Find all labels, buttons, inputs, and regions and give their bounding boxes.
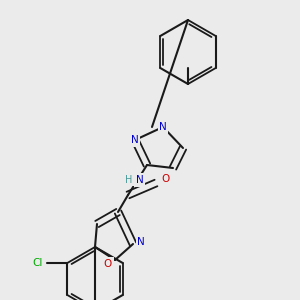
Text: Cl: Cl xyxy=(32,258,43,268)
Text: O: O xyxy=(161,174,169,184)
Text: H: H xyxy=(125,175,132,185)
Text: N: N xyxy=(136,175,143,185)
Text: O: O xyxy=(104,259,112,269)
Text: N: N xyxy=(159,122,167,132)
Text: N: N xyxy=(131,135,139,145)
Text: N: N xyxy=(137,237,145,247)
